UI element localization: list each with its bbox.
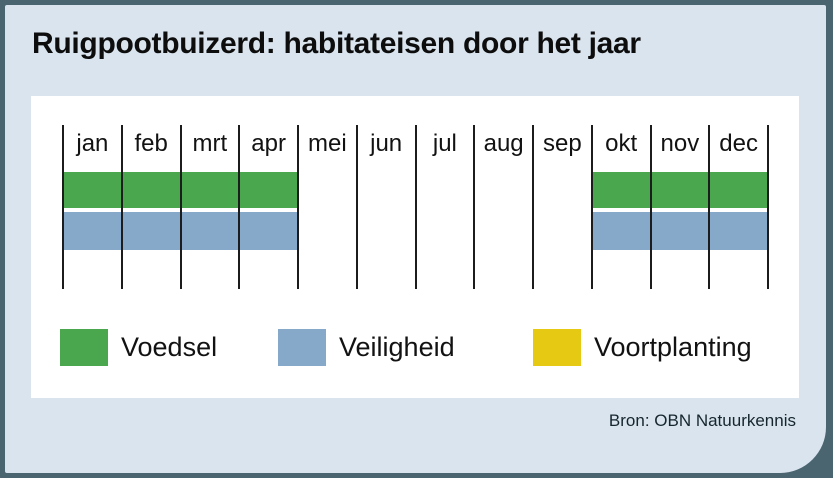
month-label: jan [76, 130, 109, 157]
infographic-panel: Ruigpootbuizerd: habitateisen door het j… [5, 5, 826, 473]
month-boundary-line [767, 125, 769, 289]
legend-label: Voedsel [121, 332, 218, 362]
month-label: mrt [192, 130, 228, 157]
month-label: aug [483, 130, 524, 157]
source-credit: Bron: OBN Natuurkennis [608, 411, 796, 430]
legend-label: Veiligheid [339, 332, 455, 362]
legend-swatch [278, 329, 326, 366]
month-boundary-line [590, 125, 593, 289]
month-boundary-line [179, 125, 182, 289]
month-boundary-line [297, 125, 299, 289]
month-label: apr [251, 130, 286, 157]
bar-voedsel [591, 172, 768, 208]
chart-card: jan feb mrt apr mei jun jul aug sep okt nov dec Voe… [31, 96, 799, 398]
month-boundary-line [414, 125, 417, 289]
month-boundary-line [532, 125, 534, 289]
legend-label: Voortplanting [594, 332, 752, 362]
month-label: jun [370, 130, 403, 157]
page-title: Ruigpootbuizerd: habitateisen door het j… [32, 27, 641, 60]
month-label: nov [660, 130, 700, 157]
month-boundary-line [238, 125, 241, 289]
legend-item-voortplanting: Voortplanting [533, 329, 752, 366]
month-label: sep [543, 130, 582, 157]
month-label: feb [134, 130, 168, 157]
month-boundary-line [708, 125, 711, 289]
month-boundary-line [355, 125, 358, 289]
month-labels-row: jan feb mrt apr mei jun jul aug sep okt nov dec [63, 122, 768, 166]
month-boundary-line [473, 125, 476, 289]
month-label: jul [432, 130, 457, 157]
bar-veiligheid [591, 212, 768, 250]
month-boundary-line [649, 125, 652, 289]
month-boundary-line [62, 125, 64, 289]
month-label: okt [605, 130, 638, 157]
legend-swatch [60, 329, 108, 366]
month-label: mei [308, 130, 347, 157]
legend: Voedsel Veiligheid Voortplanting [31, 329, 799, 369]
month-boundary-line [120, 125, 123, 289]
legend-swatch [533, 329, 581, 366]
legend-item-veiligheid: Veiligheid [278, 329, 455, 366]
legend-item-voedsel: Voedsel [60, 329, 217, 366]
month-label: dec [719, 130, 758, 157]
